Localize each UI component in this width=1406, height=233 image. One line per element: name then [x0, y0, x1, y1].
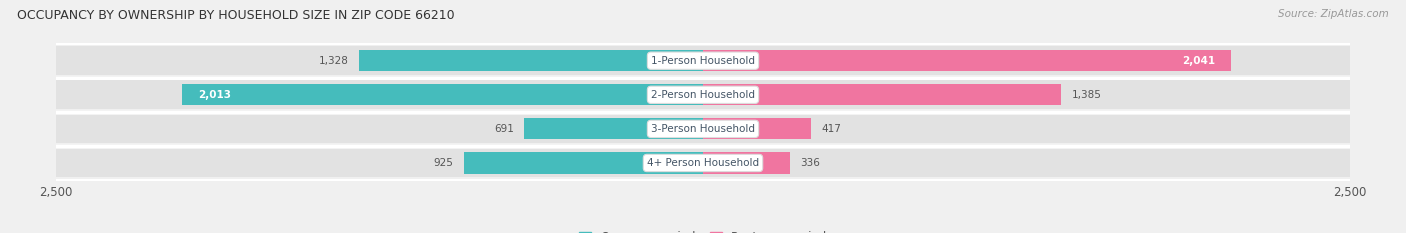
Bar — [524, 118, 703, 140]
Text: 2,041: 2,041 — [1182, 56, 1216, 66]
Bar — [360, 50, 703, 71]
Legend: Owner-occupied, Renter-occupied: Owner-occupied, Renter-occupied — [574, 226, 832, 233]
Bar — [183, 84, 703, 105]
Text: OCCUPANCY BY OWNERSHIP BY HOUSEHOLD SIZE IN ZIP CODE 66210: OCCUPANCY BY OWNERSHIP BY HOUSEHOLD SIZE… — [17, 9, 454, 22]
Bar — [703, 152, 790, 174]
Bar — [464, 152, 703, 174]
Bar — [56, 46, 1350, 75]
Text: 1-Person Household: 1-Person Household — [651, 56, 755, 66]
Bar — [703, 50, 1232, 71]
Bar — [56, 80, 1350, 109]
Text: 2,013: 2,013 — [198, 90, 231, 100]
Text: 925: 925 — [433, 158, 453, 168]
Text: 1,385: 1,385 — [1071, 90, 1101, 100]
Text: 1,328: 1,328 — [319, 56, 349, 66]
Text: 3-Person Household: 3-Person Household — [651, 124, 755, 134]
Text: Source: ZipAtlas.com: Source: ZipAtlas.com — [1278, 9, 1389, 19]
Text: 691: 691 — [494, 124, 513, 134]
Text: 336: 336 — [800, 158, 820, 168]
Text: 4+ Person Household: 4+ Person Household — [647, 158, 759, 168]
Bar — [703, 118, 811, 140]
Text: 417: 417 — [821, 124, 841, 134]
Bar — [56, 115, 1350, 143]
Text: 2-Person Household: 2-Person Household — [651, 90, 755, 100]
Bar — [703, 84, 1062, 105]
Bar — [56, 149, 1350, 177]
